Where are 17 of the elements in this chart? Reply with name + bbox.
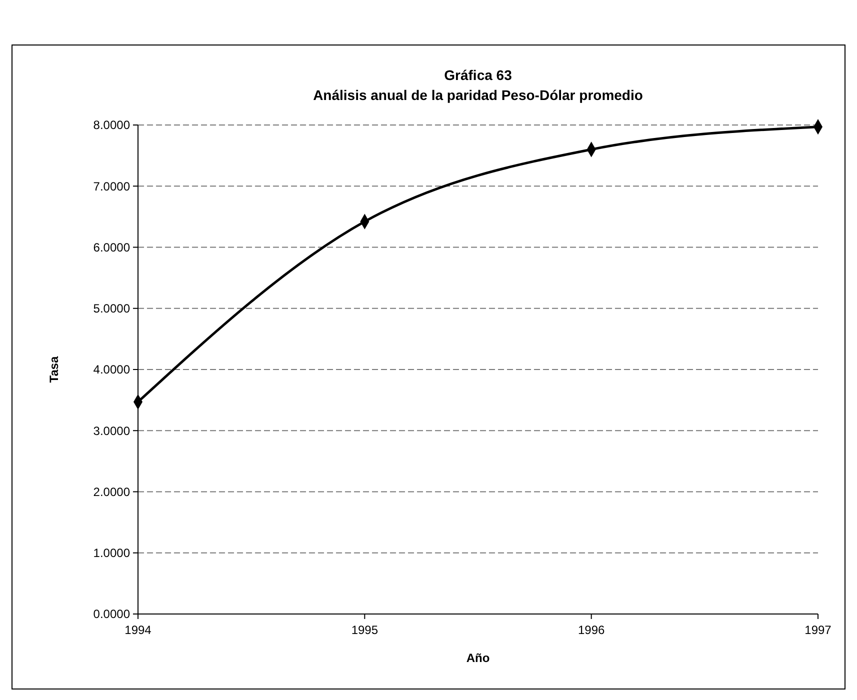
y-tick-label: 2.0000	[93, 484, 130, 499]
y-tick-label: 6.0000	[93, 240, 130, 254]
x-axis-title: Año	[466, 651, 490, 665]
x-tick-label: 1994	[124, 623, 152, 637]
y-tick-label: 3.0000	[93, 424, 130, 438]
chart-title: Gráfica 63	[444, 67, 512, 83]
y-tick-label: 7.0000	[93, 179, 130, 194]
y-tick-label: 5.0000	[93, 302, 130, 316]
x-tick-label: 1996	[578, 623, 606, 637]
y-tick-label: 8.0000	[93, 118, 130, 132]
y-axis-title: Tasa	[47, 356, 61, 383]
x-tick-label: 1997	[804, 623, 832, 637]
x-tick-label: 1995	[351, 623, 378, 637]
y-tick-label: 4.0000	[93, 362, 130, 377]
chart-subtitle: Análisis anual de la paridad Peso-Dólar promedio	[313, 87, 643, 103]
y-tick-label: 1.0000	[93, 546, 130, 560]
y-tick-label: 0.0000	[93, 607, 130, 622]
